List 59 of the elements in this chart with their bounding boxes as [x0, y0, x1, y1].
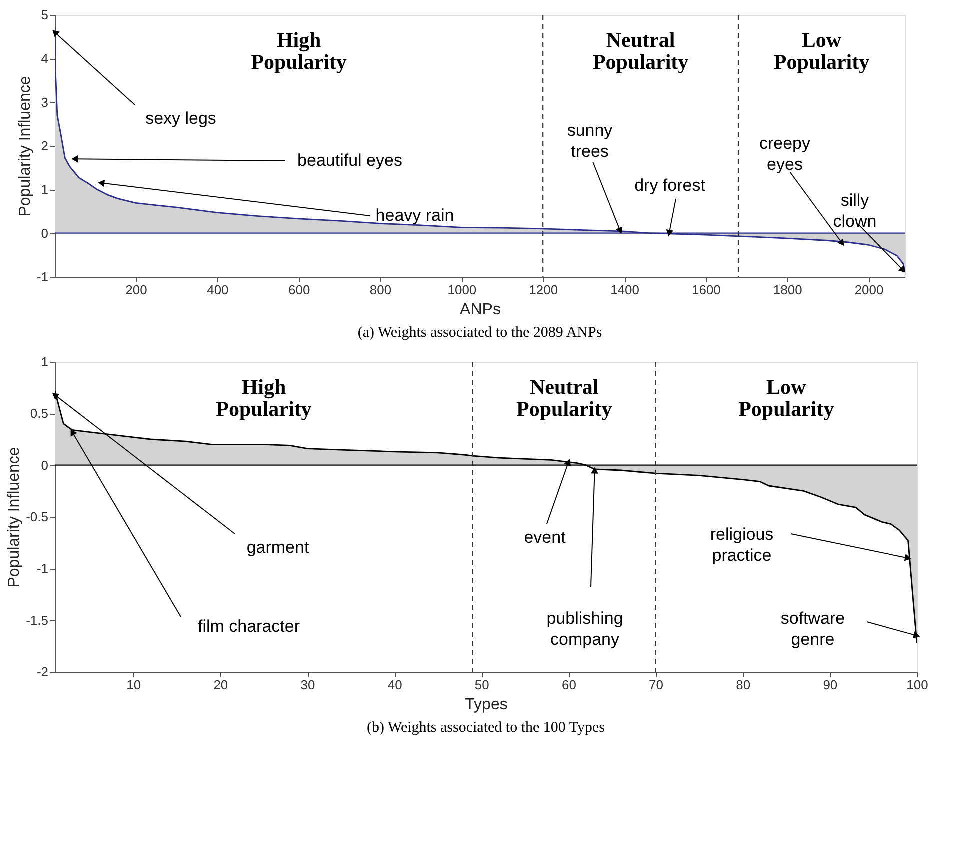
y-tick-label: -0.5: [26, 510, 48, 524]
annotation: religious practice: [710, 525, 774, 565]
x-tick-label: 60: [562, 678, 576, 692]
x-tick-label: 10: [126, 678, 142, 692]
annotation: software genre: [780, 609, 846, 649]
annotation: Neutral Popularity: [516, 375, 613, 421]
y-tick-label: -2: [36, 664, 48, 680]
annotation: sexy legs: [146, 109, 216, 128]
annotation: film character: [198, 617, 300, 636]
x-tick-label: 1000: [448, 282, 477, 298]
x-tick-label: 90: [823, 678, 838, 692]
y-tick-label: 5: [41, 8, 48, 22]
x-tick-label: 1400: [610, 282, 640, 298]
y-tick-label: 0.5: [30, 406, 48, 422]
x-axis-title: ANPs: [460, 302, 501, 318]
annotation: sunny trees: [567, 121, 614, 161]
x-tick-label: 1800: [773, 282, 802, 298]
y-tick-label: 1: [41, 354, 48, 370]
y-tick-label: 4: [41, 51, 48, 66]
annotation: Low Popularity: [738, 375, 835, 421]
annotation: dry forest: [634, 176, 706, 195]
annotation: High Popularity: [251, 28, 348, 74]
x-axis-title: Types: [465, 696, 508, 714]
text: (b) Weights associated to the 100 Types: [367, 720, 606, 736]
text: (a) Weights associated to the 2089 ANPs: [358, 325, 602, 341]
y-tick-label: 2: [41, 138, 48, 154]
x-tick-label: 2000: [854, 282, 884, 298]
annotation: event: [524, 528, 566, 547]
x-tick-label: 80: [736, 678, 751, 692]
x-tick-label: 100: [906, 678, 928, 692]
annotation: beautiful eyes: [298, 151, 402, 170]
annotation: publishing company: [546, 609, 624, 649]
x-tick-label: 50: [474, 678, 490, 692]
x-tick-label: 200: [126, 282, 148, 298]
annotation: garment: [246, 538, 310, 557]
y-tick-label: 3: [41, 94, 48, 110]
x-tick-label: 1600: [692, 282, 721, 298]
x-tick-label: 40: [388, 678, 402, 692]
annotation: High Popularity: [216, 375, 312, 421]
annotation: heavy rain: [376, 206, 454, 225]
x-tick-label: 70: [649, 678, 664, 692]
x-tick-label: 1200: [529, 282, 558, 298]
y-tick-label: 0: [41, 458, 48, 473]
y-axis-title: Popularity Influence: [16, 76, 34, 217]
annotation: creepy eyes: [759, 134, 812, 174]
x-tick-label: 20: [214, 678, 228, 692]
y-tick-label: 1: [41, 182, 48, 198]
y-tick-label: -1.5: [26, 612, 48, 628]
y-tick-label: -1: [36, 270, 48, 284]
x-tick-label: 600: [288, 282, 310, 298]
x-tick-label: 30: [300, 678, 316, 692]
x-tick-label: 400: [207, 282, 229, 298]
annotation: Neutral Popularity: [592, 28, 690, 74]
annotation: silly clown: [833, 191, 877, 231]
y-axis-title: Popularity Influence: [6, 447, 24, 588]
y-tick-label: 0: [41, 226, 48, 241]
x-tick-label: 800: [370, 282, 392, 298]
annotation: Low Popularity: [774, 28, 870, 74]
y-tick-label: -1: [36, 561, 48, 576]
